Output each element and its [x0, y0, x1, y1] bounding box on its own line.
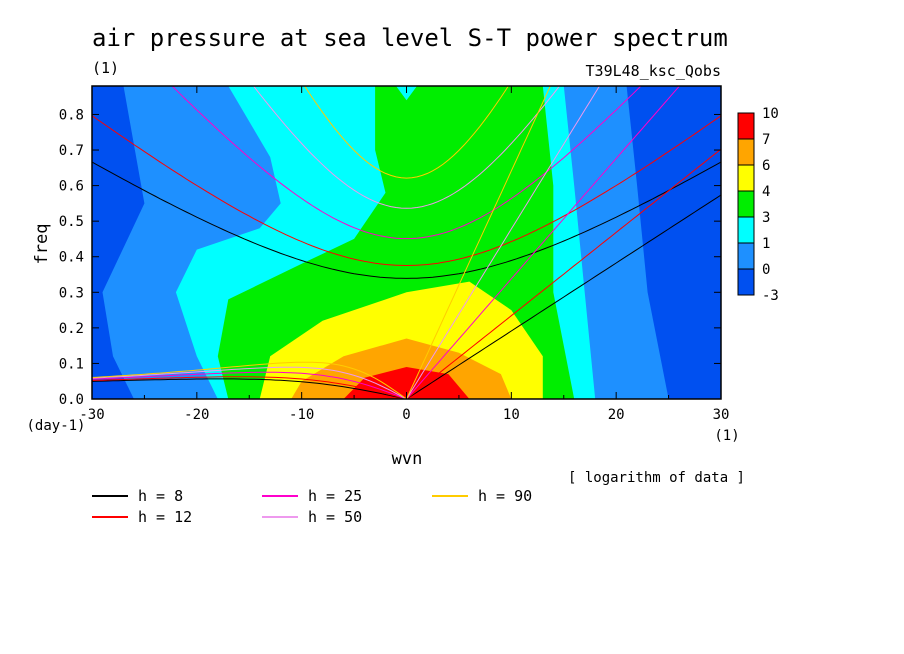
title-unit: (1) [92, 59, 119, 77]
legend-label: h = 25 [308, 487, 362, 505]
gravity-curve [171, 86, 642, 240]
y-tick-label: 0.0 [59, 392, 84, 408]
rossby-curve [92, 376, 407, 399]
colorbar-label: 4 [762, 184, 770, 200]
y-tick-label: 0.4 [59, 250, 84, 266]
colorbar-label: 10 [762, 106, 779, 122]
y-tick-label: 0.7 [59, 143, 84, 159]
y-tick-label: 0.1 [59, 356, 84, 372]
gravity-curve [252, 86, 561, 209]
y-tick-label: 0.5 [59, 214, 84, 230]
x-tick-label: -30 [79, 407, 104, 423]
colorbar-label: 6 [762, 158, 770, 174]
data-note: [ logarithm of data ] [568, 470, 745, 486]
y-tick-label: 0.3 [59, 285, 84, 301]
legend-label: h = 50 [308, 508, 362, 526]
x-tick-label: 20 [608, 407, 625, 423]
colorbar-label: -3 [762, 288, 779, 304]
colorbar-swatch [737, 242, 755, 270]
colorbar-label: 1 [762, 236, 770, 252]
colorbar-swatch [737, 216, 755, 244]
dispersion-curves [92, 86, 721, 399]
y-tick-label: 0.6 [59, 179, 84, 195]
x-tick-label: -20 [184, 407, 209, 423]
rossby-curve [92, 378, 407, 399]
legend-label: h = 90 [478, 487, 532, 505]
gravity-curve [92, 115, 721, 267]
legend: h = 8 h = 12 h = 25 h = 50 h = 90 [92, 487, 532, 526]
kelvin-curve [406, 148, 721, 399]
experiment-label: T39L48_ksc_Qobs [586, 62, 721, 80]
legend-label: h = 12 [138, 508, 192, 526]
x-axis-label: wvn [392, 449, 423, 469]
y-tick-label: 0.2 [59, 321, 84, 337]
gravity-curve [92, 161, 721, 279]
kelvin-curve [406, 86, 681, 399]
band-notch [396, 86, 417, 101]
rossby-curve [92, 366, 407, 399]
kelvin-curve [406, 194, 721, 399]
colorbar-swatch [737, 112, 755, 140]
y-unit-label: (day-1) [26, 418, 85, 434]
x-tick-label: -10 [289, 407, 314, 423]
colorbar-swatch [737, 138, 755, 166]
y-axis: 0.0 0.1 0.2 0.3 0.4 0.5 0.6 0.7 0.8 [59, 107, 721, 408]
colorbar-label: 7 [762, 132, 770, 148]
colorbar-label: 3 [762, 210, 770, 226]
kelvin-curve [406, 86, 551, 399]
colorbar-swatch [737, 268, 755, 296]
y-axis-label: freq [32, 224, 52, 265]
kelvin-curve [406, 86, 601, 399]
x-tick-label: 10 [503, 407, 520, 423]
legend-label: h = 8 [138, 487, 183, 505]
y-tick-label: 0.8 [59, 107, 84, 123]
gravity-curve [304, 86, 509, 179]
colorbar-swatch [737, 164, 755, 192]
rossby-curve [92, 361, 407, 399]
contour-fill-layers [92, 86, 721, 399]
x-unit-label: (1) [714, 428, 739, 444]
x-axis: -30 -20 -10 0 10 20 30 [79, 86, 729, 423]
chart-title: air pressure at sea level S-T power spec… [92, 24, 728, 52]
x-tick-label: 30 [713, 407, 730, 423]
x-tick-label: 0 [402, 407, 410, 423]
rossby-curve [92, 371, 407, 399]
colorbar-swatch [737, 190, 755, 218]
colorbar-label: 0 [762, 262, 770, 278]
